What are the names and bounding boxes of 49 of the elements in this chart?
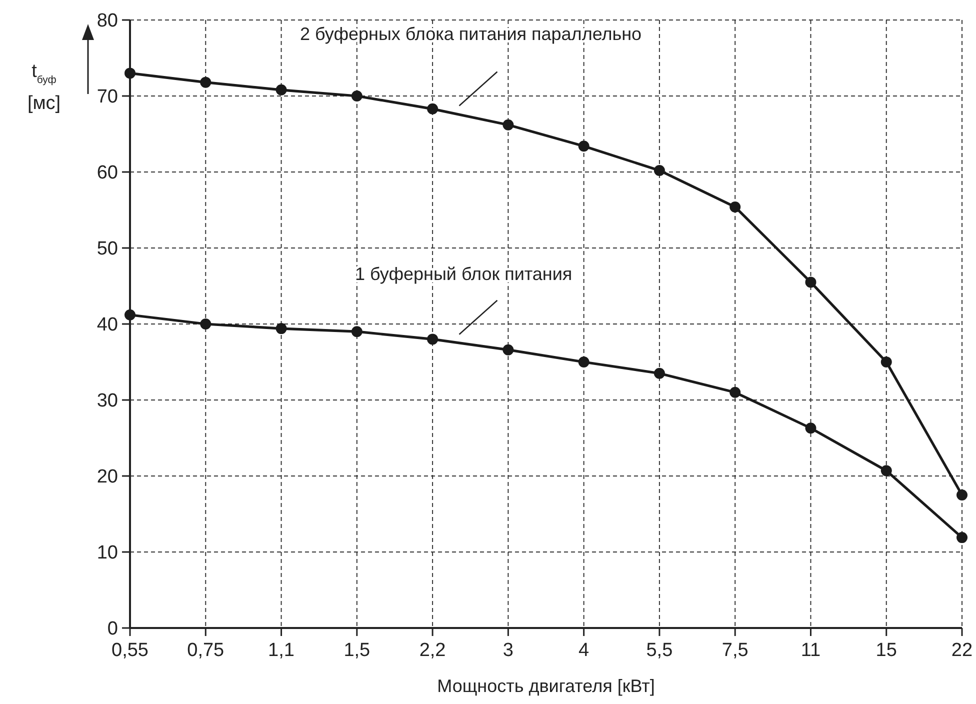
point (351, 326, 362, 338)
x-tick-label: 1,5 (344, 640, 370, 661)
x-tick-label: 3 (502, 640, 514, 661)
point (880, 356, 892, 368)
x-axis-title: Мощность двигателя [кВт] (437, 676, 655, 696)
y-axis-title: t$_{буф}$ [мс] (27, 61, 61, 114)
point (805, 276, 816, 288)
point (654, 164, 665, 176)
y-tick-label: 30 (96, 390, 118, 412)
point (805, 422, 816, 434)
text: 2 буферных блока питания параллельно (300, 24, 642, 44)
y-tick-label: 20 (96, 466, 118, 488)
x-tick-label: 0,55 (112, 640, 148, 661)
point (502, 119, 514, 130)
x-tick-label: 4 (578, 640, 590, 661)
point (880, 465, 892, 476)
point (502, 344, 514, 356)
x-tick-label: 7,5 (722, 640, 748, 661)
y-tick-label: 70 (96, 86, 118, 108)
point (578, 140, 590, 152)
x-tick-label: 1,1 (268, 640, 294, 661)
point (427, 103, 438, 114)
point (654, 368, 665, 379)
point (124, 68, 136, 79)
x-tick-label: 5,5 (646, 640, 673, 661)
point (578, 356, 590, 368)
x-tick-label: 2,2 (419, 640, 446, 661)
point (730, 386, 741, 398)
point (276, 323, 287, 334)
y-tick-label: 0 (107, 618, 118, 640)
point (200, 76, 212, 88)
y-tick-label: 40 (96, 314, 118, 336)
y-tick-label: 10 (96, 542, 118, 564)
point (730, 201, 741, 212)
x-tick-label: 11 (800, 640, 821, 661)
x-tick-label: 0,75 (187, 640, 224, 661)
point (124, 309, 136, 320)
text: 1 буферный блок питания (355, 264, 572, 284)
point (200, 318, 212, 330)
point (276, 84, 287, 96)
point (956, 490, 968, 500)
point (427, 334, 438, 345)
y-tick-label: 80 (96, 10, 118, 32)
point (351, 90, 362, 102)
point (956, 532, 968, 544)
x-tick-label: 22 (951, 640, 973, 661)
y-tick-label: 50 (96, 238, 118, 260)
x-tick-label: 15 (876, 640, 897, 661)
y-tick-label: 60 (96, 162, 118, 184)
